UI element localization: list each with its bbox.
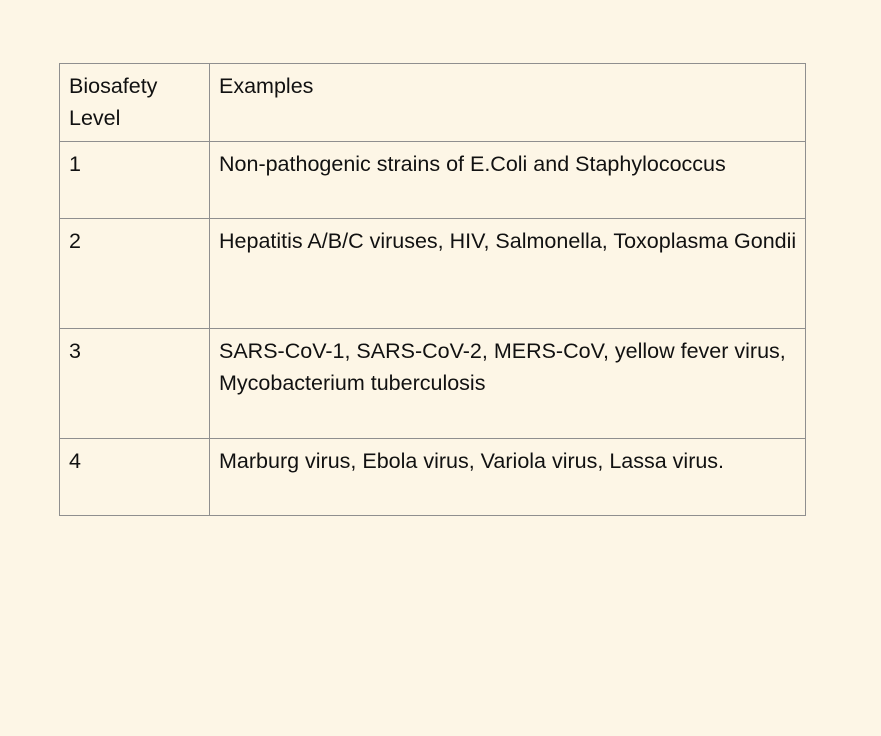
examples-cell: Marburg virus, Ebola virus, Variola viru… (209, 438, 806, 516)
level-cell: 3 (59, 328, 210, 439)
table-header-row: Biosafety Level Examples (59, 63, 806, 142)
examples-cell: SARS-CoV-1, SARS-CoV-2, MERS-CoV, yellow… (209, 328, 806, 439)
level-cell: 2 (59, 218, 210, 329)
table-row: 1 Non-pathogenic strains of E.Coli and S… (59, 141, 806, 219)
biosafety-table: Biosafety Level Examples 1 Non-pathogeni… (59, 63, 806, 516)
level-cell: 1 (59, 141, 210, 219)
examples-cell: Hepatitis A/B/C viruses, HIV, Salmonella… (209, 218, 806, 329)
level-cell: 4 (59, 438, 210, 516)
examples-cell: Non-pathogenic strains of E.Coli and Sta… (209, 141, 806, 219)
header-biosafety-level: Biosafety Level (59, 63, 210, 142)
header-examples: Examples (209, 63, 806, 142)
table-row: 3 SARS-CoV-1, SARS-CoV-2, MERS-CoV, yell… (59, 328, 806, 439)
table-row: 4 Marburg virus, Ebola virus, Variola vi… (59, 438, 806, 516)
table-row: 2 Hepatitis A/B/C viruses, HIV, Salmonel… (59, 218, 806, 329)
